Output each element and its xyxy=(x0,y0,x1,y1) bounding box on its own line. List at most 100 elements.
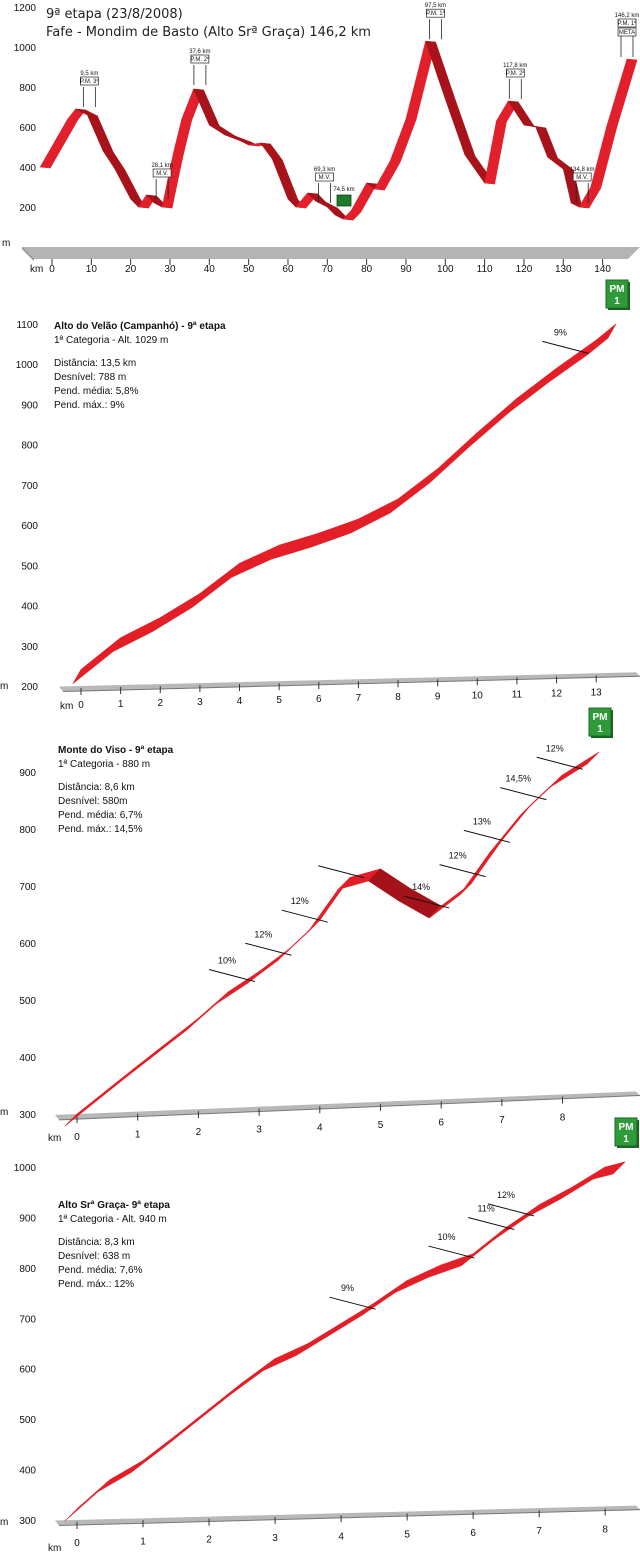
y-tick-label: 300 xyxy=(19,1516,36,1527)
climb-info-category: 1ª Categoria - 880 m xyxy=(58,759,150,770)
gradient-label: 12% xyxy=(254,929,272,939)
marker-type-label: M.V. xyxy=(156,171,168,177)
profile-segment xyxy=(125,1017,199,1078)
pm-badge xyxy=(614,1117,638,1147)
gradient-label: 12% xyxy=(497,1190,515,1200)
profile-segment xyxy=(209,124,236,137)
profile-segment xyxy=(425,40,456,101)
profile-segment xyxy=(216,971,260,1004)
y-tick-label: 1000 xyxy=(16,360,39,371)
y-tick-label: 700 xyxy=(21,481,38,492)
y-tick-label: 300 xyxy=(19,1110,36,1121)
x-tick-label: 4 xyxy=(317,1122,323,1133)
marker-type-label: M.V. xyxy=(576,175,588,181)
y-tick-label: 400 xyxy=(19,163,36,174)
x-tick-label: 13 xyxy=(591,687,603,698)
profile-segment xyxy=(130,1434,177,1473)
stage-title: 9ª etapa (23/8/2008) xyxy=(46,7,183,22)
y-tick-label: 1000 xyxy=(14,1163,37,1174)
gradient-marker xyxy=(463,829,511,843)
y-tick-label: 700 xyxy=(19,882,36,893)
marker-box xyxy=(617,18,637,28)
marker-box xyxy=(80,76,99,86)
profile-segment xyxy=(295,1323,342,1356)
gradient-marker xyxy=(542,340,589,354)
gradient-marker xyxy=(245,942,292,956)
pm-badge-category: 1 xyxy=(597,724,603,735)
marker-km-label: 28,1 km xyxy=(151,163,172,169)
y-tick-label: 600 xyxy=(19,1365,36,1376)
marker-box xyxy=(617,27,637,37)
gradient-marker xyxy=(439,864,486,878)
y-tick-label: 400 xyxy=(19,1053,36,1064)
profile-segment xyxy=(459,840,503,896)
x-tick-label: 0 xyxy=(49,264,55,275)
x-tick-label: 3 xyxy=(256,1125,262,1136)
profile-segment xyxy=(606,58,638,129)
marker-km-label: 134,8 km xyxy=(570,167,595,173)
x-tick-label: 0 xyxy=(78,700,84,711)
profile-segment xyxy=(173,134,189,153)
y-tick-label: 800 xyxy=(19,825,36,836)
marker-type-label: P.M. 1ª xyxy=(618,20,638,27)
x-tick-label: 20 xyxy=(125,264,137,275)
x-tick-label: 4 xyxy=(338,1531,344,1542)
x-unit-label: km xyxy=(48,1543,61,1553)
profile-segment xyxy=(489,803,533,853)
y-tick-label: 200 xyxy=(21,682,38,693)
x-tick-label: 6 xyxy=(316,694,322,705)
x-tick-label: 10 xyxy=(86,264,98,275)
climb-info-category: 1ª Categoria - Alt. 1029 m xyxy=(54,335,168,346)
y-tick-label: 400 xyxy=(19,1466,36,1477)
marker-type-label: P.M. 2ª xyxy=(190,56,210,63)
marker-type-label: P.M. 2ª xyxy=(506,70,526,77)
x-tick-label: 70 xyxy=(322,264,334,275)
gradient-label: 10% xyxy=(218,955,236,965)
profile-segment xyxy=(64,1479,111,1522)
y-tick-label: 200 xyxy=(19,203,36,214)
profile-segment xyxy=(350,498,399,534)
marker-type-label: P.M. 1ª xyxy=(426,10,446,17)
pm-badge xyxy=(588,707,612,737)
y-unit-label: m xyxy=(2,238,10,249)
x-tick-label: 2 xyxy=(196,1127,202,1138)
gradient-marker xyxy=(403,895,450,909)
climb-info-avg-grade: Pend. média: 7,6% xyxy=(58,1265,143,1276)
profile-segment xyxy=(229,1358,276,1396)
x-tick-label: 110 xyxy=(477,264,493,275)
profile-segment xyxy=(427,1253,474,1278)
climb-info-distance: Distância: 8,6 km xyxy=(58,782,135,793)
x-tick-label: 7 xyxy=(356,693,362,704)
marker-type-label: M.V. xyxy=(319,175,331,181)
profile-segment xyxy=(186,991,230,1031)
x-tick-label: 8 xyxy=(560,1113,566,1124)
stage-profile-chart: 9ª etapa (23/8/2008) Fafe - Mondim de Ba… xyxy=(2,3,640,275)
gradient-label: 14,5% xyxy=(506,774,532,784)
pm-badge-category: 1 xyxy=(614,296,620,307)
profile-segment xyxy=(394,1265,441,1293)
x-unit-label: km xyxy=(48,1133,61,1144)
profile-segment xyxy=(550,751,600,788)
y-tick-label: 600 xyxy=(21,521,38,532)
y-tick-label: 900 xyxy=(21,400,38,411)
profile-segment xyxy=(112,617,161,653)
x-tick-label: 60 xyxy=(282,264,294,275)
gradient-marker xyxy=(487,1203,535,1217)
climb-info-avg-grade: Pend. média: 5,8% xyxy=(54,386,139,397)
gradient-marker xyxy=(428,1245,475,1259)
x-unit-label: km xyxy=(60,701,73,712)
profile-segment xyxy=(224,134,252,143)
profile-segment xyxy=(102,150,126,171)
profile-segment xyxy=(590,126,617,189)
x-tick-label: 6 xyxy=(438,1117,444,1128)
climb-info-elevation-gain: Desnível: 580m xyxy=(58,796,127,807)
profile-segment xyxy=(271,158,299,201)
pm-badge-label: PM xyxy=(619,1122,634,1133)
profile-segment xyxy=(484,120,507,185)
profile-segment xyxy=(196,1382,243,1422)
x-tick-label: 1 xyxy=(118,699,124,710)
marker-km-label: 74,5 km xyxy=(333,187,354,193)
x-tick-label: 40 xyxy=(204,264,216,275)
gradient-label: 13% xyxy=(473,816,491,826)
